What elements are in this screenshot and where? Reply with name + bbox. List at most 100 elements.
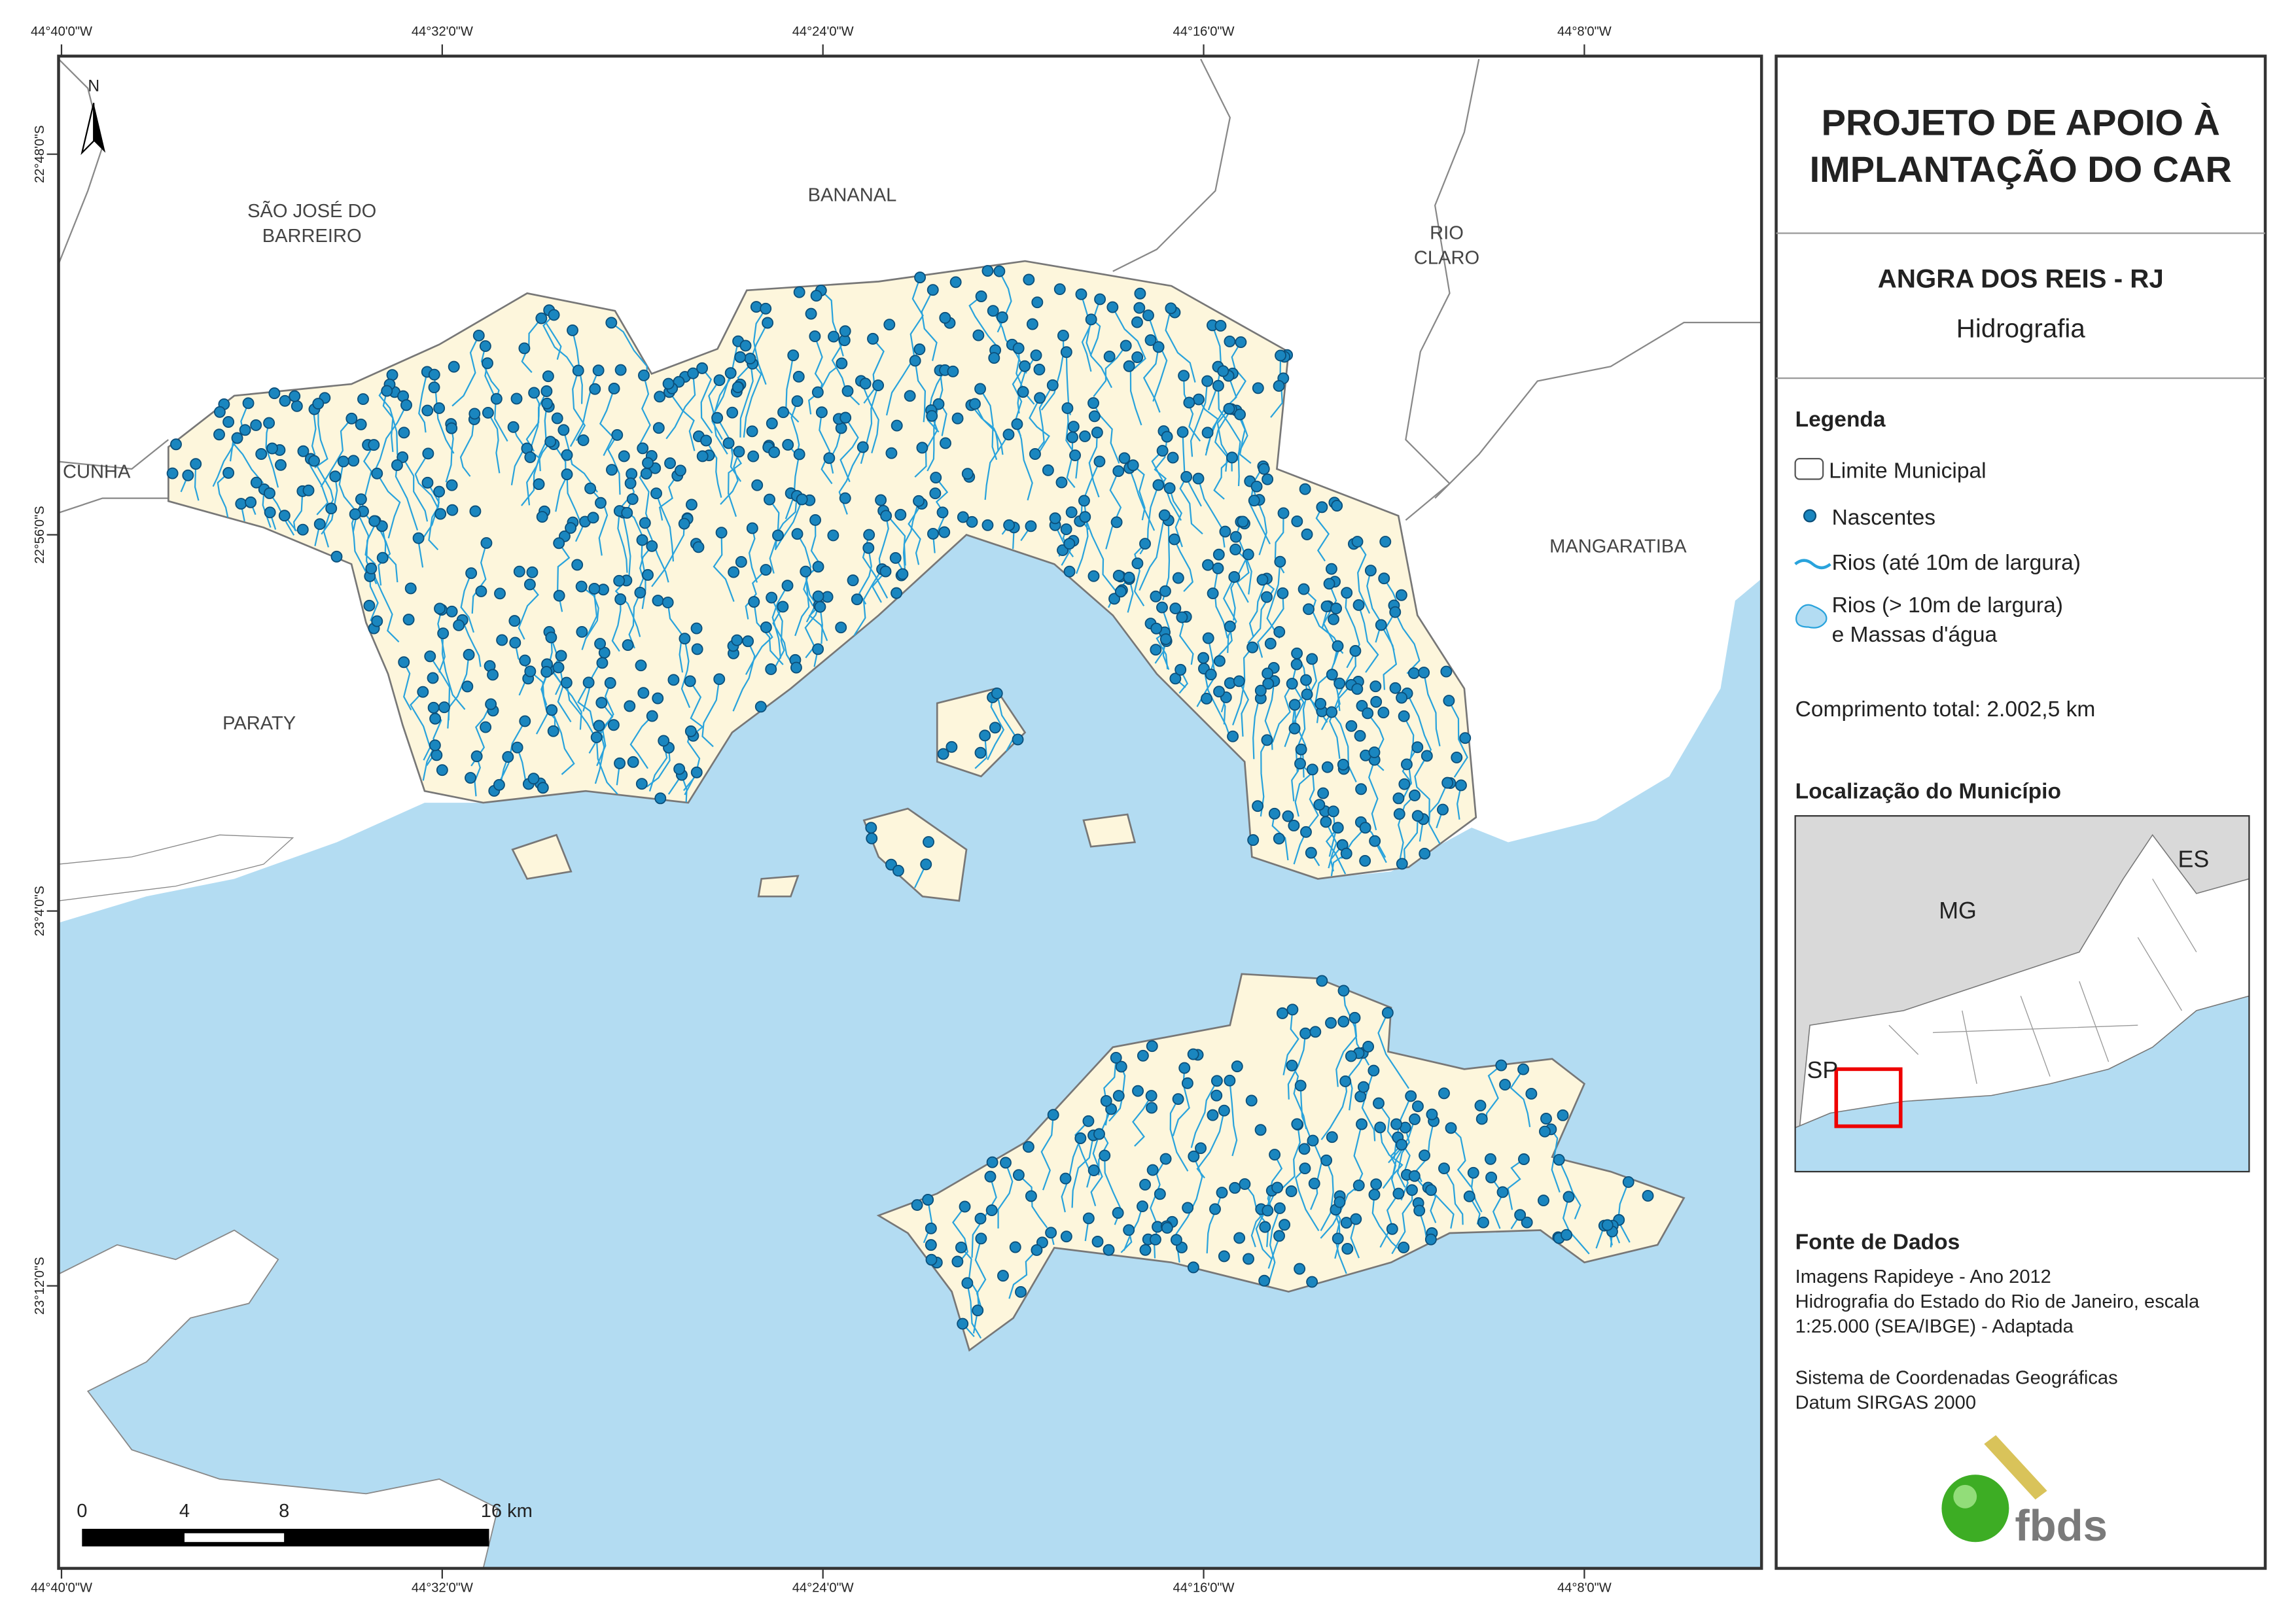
spring xyxy=(1065,506,1078,519)
spring xyxy=(1389,606,1402,618)
river xyxy=(1377,1012,1409,1089)
river xyxy=(1132,1095,1152,1147)
spring xyxy=(1332,640,1344,652)
spring xyxy=(347,455,360,467)
river xyxy=(402,457,429,522)
spring xyxy=(222,466,235,479)
spring xyxy=(985,1204,998,1217)
spring xyxy=(1163,482,1176,495)
spring xyxy=(1285,1185,1298,1197)
river xyxy=(372,404,408,477)
river xyxy=(1247,579,1275,644)
spring xyxy=(1154,1188,1166,1200)
spring xyxy=(652,692,664,705)
spring xyxy=(429,739,441,752)
spring xyxy=(1521,1216,1533,1229)
river xyxy=(447,654,470,729)
spring xyxy=(453,619,465,631)
spring xyxy=(1150,622,1163,635)
spring xyxy=(1406,1184,1418,1196)
spring xyxy=(927,528,939,540)
river xyxy=(1248,578,1268,638)
spring xyxy=(1127,459,1139,472)
spring xyxy=(1386,1223,1398,1235)
spring xyxy=(518,342,531,355)
river xyxy=(1197,398,1219,456)
spring xyxy=(1156,601,1168,614)
river xyxy=(996,693,1016,752)
spring xyxy=(949,276,962,288)
spring xyxy=(1252,382,1264,394)
spring xyxy=(1288,699,1301,711)
spring xyxy=(1234,408,1246,421)
spring xyxy=(781,580,794,592)
river xyxy=(1267,1208,1280,1286)
spring xyxy=(859,377,872,390)
spring xyxy=(711,411,724,424)
spring xyxy=(1514,1209,1527,1221)
spring xyxy=(1239,1178,1251,1190)
spring xyxy=(1496,1186,1509,1198)
river xyxy=(1174,1156,1203,1236)
spring xyxy=(938,526,951,538)
spring xyxy=(1067,431,1078,444)
spring xyxy=(461,680,474,693)
spring xyxy=(537,782,549,794)
spring xyxy=(1159,1153,1172,1165)
spring xyxy=(847,574,859,587)
spring xyxy=(1262,1204,1274,1217)
spring xyxy=(1112,465,1125,478)
river xyxy=(265,423,279,488)
river xyxy=(1203,668,1231,738)
spring xyxy=(766,417,778,430)
spring xyxy=(606,464,618,476)
spring xyxy=(242,397,255,410)
spring xyxy=(891,587,902,599)
spring xyxy=(857,441,869,453)
river xyxy=(1179,476,1203,535)
spring xyxy=(1411,810,1424,822)
spring xyxy=(744,353,756,365)
spring xyxy=(974,1212,987,1225)
spring xyxy=(1321,761,1333,773)
spring xyxy=(713,374,726,387)
spring xyxy=(1165,302,1177,315)
place-label: PARATY xyxy=(222,713,296,734)
coord-label: 44°8'0"W xyxy=(1557,24,1612,39)
spring xyxy=(827,529,839,542)
spring xyxy=(841,385,854,397)
spring xyxy=(1440,665,1453,678)
spring xyxy=(398,427,410,439)
spring xyxy=(1299,483,1311,495)
spring xyxy=(760,564,772,576)
spring xyxy=(839,325,851,338)
river xyxy=(566,474,584,542)
legend-item: Nascentes xyxy=(1832,506,1936,530)
river xyxy=(1379,1193,1400,1248)
river xyxy=(1098,1109,1112,1176)
spring xyxy=(1134,287,1146,300)
river xyxy=(1430,1189,1455,1229)
spring xyxy=(1259,1221,1271,1233)
spring xyxy=(1224,335,1236,347)
spring xyxy=(1187,1048,1199,1060)
river xyxy=(194,464,200,501)
river xyxy=(376,473,401,538)
spring xyxy=(1377,707,1390,719)
spring xyxy=(652,422,665,434)
spring xyxy=(1341,1243,1354,1255)
river xyxy=(1398,795,1415,861)
spring xyxy=(782,438,794,451)
spring xyxy=(548,309,560,321)
spring xyxy=(368,439,380,451)
spring xyxy=(851,593,863,606)
spring xyxy=(1156,445,1169,457)
spring xyxy=(1091,427,1103,439)
spring xyxy=(1201,693,1212,705)
spring xyxy=(1233,675,1245,688)
spring xyxy=(1012,1169,1025,1181)
spring xyxy=(1389,682,1402,694)
spring xyxy=(1214,320,1227,332)
river xyxy=(1206,1192,1223,1253)
spring xyxy=(536,511,548,523)
